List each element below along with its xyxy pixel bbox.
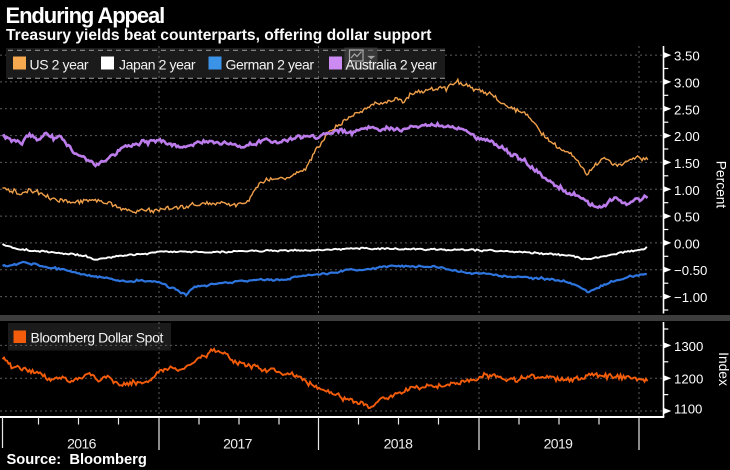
svg-text:2.00: 2.00 <box>674 129 700 144</box>
svg-text:3.50: 3.50 <box>674 49 700 64</box>
svg-text:Index: Index <box>716 352 730 386</box>
svg-text:2016: 2016 <box>67 436 97 452</box>
svg-text:Treasury yields beat counterpa: Treasury yields beat counterparts, offer… <box>6 27 431 44</box>
svg-text:−0.50: −0.50 <box>674 263 707 278</box>
svg-text:Bloomberg Dollar Spot: Bloomberg Dollar Spot <box>31 329 164 345</box>
svg-text:0.50: 0.50 <box>674 210 700 225</box>
svg-text:Percent: Percent <box>714 161 729 209</box>
svg-text:2019: 2019 <box>544 436 574 452</box>
svg-text:Enduring Appeal: Enduring Appeal <box>6 3 165 28</box>
svg-text:Australia 2 year: Australia 2 year <box>346 56 438 72</box>
svg-text:US 2 year: US 2 year <box>30 56 89 72</box>
svg-text:Source: Bloomberg: Source: Bloomberg <box>7 452 147 468</box>
svg-text:1100: 1100 <box>674 402 702 417</box>
svg-text:1200: 1200 <box>674 372 703 387</box>
svg-text:3.00: 3.00 <box>674 75 700 90</box>
svg-text:0.00: 0.00 <box>674 236 700 251</box>
svg-text:German 2 year: German 2 year <box>226 56 315 72</box>
svg-text:2017: 2017 <box>223 436 253 452</box>
svg-text:Japan 2 year: Japan 2 year <box>119 56 196 72</box>
svg-text:2018: 2018 <box>384 436 414 452</box>
svg-text:1300: 1300 <box>674 339 703 354</box>
svg-text:1.00: 1.00 <box>674 183 700 198</box>
svg-text:−1.00: −1.00 <box>674 290 707 305</box>
svg-text:2.50: 2.50 <box>674 102 700 117</box>
svg-text:1.50: 1.50 <box>674 156 700 171</box>
